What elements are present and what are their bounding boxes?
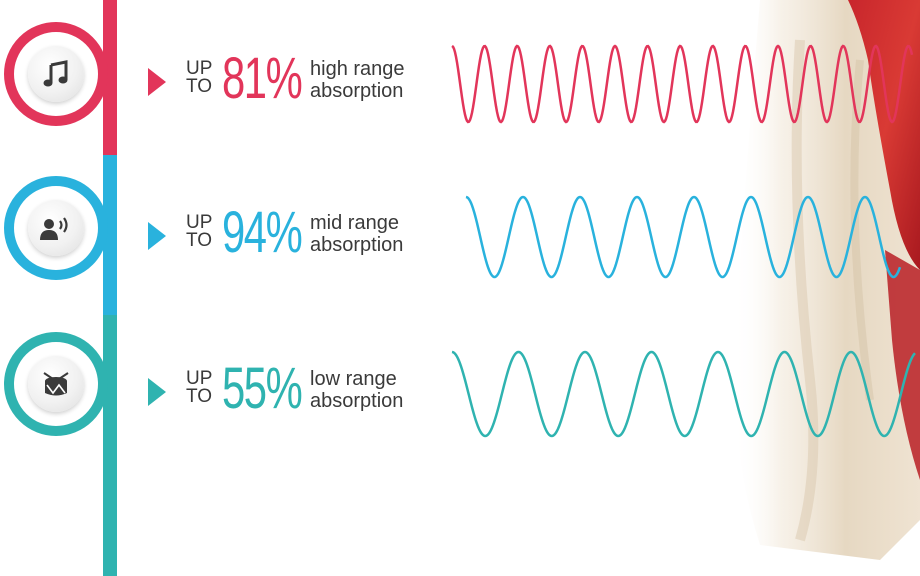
pointer-triangle (148, 378, 166, 406)
red-fabric-lower (885, 250, 920, 480)
up-to-label: UP TO (186, 368, 220, 407)
absorption-text: absorption (310, 390, 404, 412)
wave-path (451, 350, 916, 438)
wave-path (465, 195, 902, 279)
range-description: mid range absorption (310, 212, 440, 256)
low-frequency-wave (451, 350, 916, 438)
music-note-icon (43, 60, 68, 87)
row-high-range: UP TO 81% high range absorption (0, 18, 920, 138)
up-to-label: UP TO (186, 212, 220, 251)
range-description: low range absorption (310, 368, 440, 412)
absorption-text: absorption (310, 234, 404, 256)
up-text: UP (186, 58, 213, 79)
up-text: UP (186, 212, 213, 233)
cream-fold (791, 39, 819, 542)
badge-low-inner (28, 356, 84, 412)
to-text: TO (186, 230, 213, 251)
range-description: high range absorption (310, 58, 440, 102)
percent-value: 55% (222, 356, 303, 421)
badge-mid-inner (28, 200, 84, 256)
high-frequency-wave (451, 44, 914, 124)
range-text: mid range (310, 212, 399, 234)
row-low-range: UP TO 55% low range absorption (0, 328, 920, 448)
cream-fabric (733, 0, 920, 560)
percent-value: 94% (222, 200, 303, 265)
to-text: TO (186, 386, 213, 407)
badge-high-inner (28, 46, 84, 102)
absorption-text: absorption (310, 80, 404, 102)
drum-icon (43, 372, 69, 396)
mid-frequency-wave (465, 195, 902, 279)
badge-low (4, 332, 108, 436)
range-text: high range (310, 58, 405, 80)
pointer-triangle (148, 222, 166, 250)
timeline-segment-high (103, 0, 117, 155)
wave-path (451, 44, 914, 124)
cream-fold-2 (850, 59, 874, 401)
up-to-label: UP TO (186, 58, 220, 97)
timeline-segment-mid (103, 155, 117, 315)
up-text: UP (186, 368, 213, 389)
range-text: low range (310, 368, 397, 390)
badge-mid (4, 176, 108, 280)
badge-high (4, 22, 108, 126)
to-text: TO (186, 76, 213, 97)
row-mid-range: UP TO 94% mid range absorption (0, 172, 920, 292)
percent-value: 81% (222, 46, 303, 111)
pointer-triangle (148, 68, 166, 96)
speaking-person-icon (40, 217, 68, 240)
